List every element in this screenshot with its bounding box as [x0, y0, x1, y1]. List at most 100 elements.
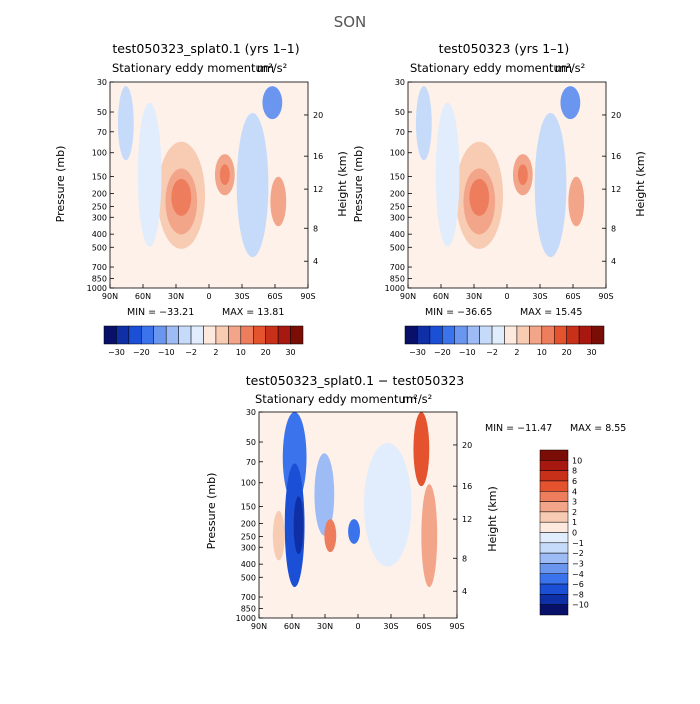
colorbar-swatch	[539, 449, 569, 461]
contour-region	[270, 176, 287, 227]
colorbar-swatch	[404, 325, 418, 345]
y-tick-label: 850	[92, 274, 107, 283]
colorbar-label: 30	[586, 348, 596, 357]
colorbar-swatch	[539, 542, 569, 554]
y-tick-label: 700	[390, 263, 405, 272]
colorbar-swatch	[203, 325, 217, 345]
x-tick-label: 60S	[416, 622, 431, 631]
x-tick-label: 30N	[168, 292, 184, 301]
colorbar-swatch	[566, 325, 580, 345]
colorbar-swatch	[539, 573, 569, 585]
y-tick-label: 150	[241, 503, 256, 512]
colorbar-swatch	[539, 480, 569, 492]
y-tick-label: 400	[241, 560, 256, 569]
colorbar-label: 10	[236, 348, 246, 357]
panel-2-ylabel: Pressure (mb)	[352, 146, 365, 223]
x-tick-label: 60N	[433, 292, 449, 301]
x-tick-label: 60S	[565, 292, 580, 301]
colorbar-swatch	[190, 325, 204, 345]
y-tick-label: 250	[92, 203, 107, 212]
y-tick-label: 250	[241, 533, 256, 542]
colorbar-swatch	[215, 325, 229, 345]
y-tick-label: 200	[241, 519, 256, 528]
panel-3: test050323_splat0.1 − test050323 Station…	[205, 373, 626, 631]
colorbar-label: −30	[108, 348, 125, 357]
x-tick-label: 0	[504, 292, 509, 301]
contour-region	[137, 102, 162, 247]
contour-region	[272, 510, 285, 561]
y-right-tick-label: 4	[462, 587, 467, 596]
y-right-tick-label: 16	[462, 482, 472, 491]
colorbar-swatch	[290, 325, 304, 345]
x-tick-label: 60N	[284, 622, 300, 631]
colorbar-label: −2	[486, 348, 498, 357]
y-tick-label: 300	[92, 213, 107, 222]
contour-region	[560, 86, 581, 120]
colorbar-swatch	[539, 460, 569, 471]
x-tick-label: 30S	[234, 292, 249, 301]
y-right-tick-label: 8	[313, 224, 318, 233]
x-tick-label: 0	[355, 622, 360, 631]
colorbar-swatch	[539, 532, 569, 544]
colorbar-swatch	[539, 511, 569, 523]
colorbar-swatch	[554, 325, 567, 345]
x-tick-label: 90N	[251, 622, 267, 631]
colorbar-label: 4	[572, 487, 577, 496]
panel-1-subtitle: Stationary eddy momentum	[112, 61, 274, 75]
colorbar-label: 20	[261, 348, 271, 357]
contour-region	[413, 412, 430, 487]
colorbar-swatch	[442, 325, 455, 345]
colorbar-swatch	[539, 501, 569, 513]
y-right-tick-label: 4	[313, 257, 318, 266]
contour-region	[219, 164, 230, 185]
colorbar-swatch	[178, 325, 192, 345]
panel-2-units: m²/s²	[555, 61, 585, 75]
contour-region	[314, 453, 335, 536]
contour-region	[568, 176, 585, 227]
colorbar-swatch	[240, 325, 254, 345]
y-right-tick-label: 16	[611, 152, 621, 161]
colorbar-label: 30	[285, 348, 295, 357]
colorbar-swatch	[539, 521, 569, 533]
colorbar-swatch	[541, 325, 555, 345]
y-tick-label: 400	[92, 230, 107, 239]
y-tick-label: 500	[390, 243, 405, 252]
y-tick-label: 500	[92, 243, 107, 252]
x-tick-label: 90N	[102, 292, 118, 301]
colorbar-label: −10	[572, 601, 589, 610]
x-tick-label: 30N	[317, 622, 333, 631]
panel-1: test050323_splat0.1 (yrs 1–1) Stationary…	[54, 41, 349, 357]
y-right-tick-label: 12	[313, 185, 323, 194]
colorbar-label: 2	[572, 508, 577, 517]
colorbar-swatch	[516, 325, 530, 345]
colorbar-label: −4	[572, 570, 584, 579]
y-tick-label: 70	[395, 128, 405, 137]
colorbar-label: 2	[213, 348, 218, 357]
y-tick-label: 300	[241, 543, 256, 552]
colorbar-label: −30	[409, 348, 426, 357]
y-tick-label: 300	[390, 213, 405, 222]
panel-1-min: MIN = −33.21	[127, 307, 194, 318]
colorbar-swatch	[454, 325, 468, 345]
y-tick-label: 250	[390, 203, 405, 212]
y-tick-label: 700	[92, 263, 107, 272]
y-tick-label: 30	[246, 408, 256, 417]
y-tick-label: 200	[390, 189, 405, 198]
panel-3-title: test050323_splat0.1 − test050323	[246, 373, 464, 388]
y-tick-label: 100	[92, 149, 107, 158]
panel-2-title: test050323 (yrs 1–1)	[439, 41, 570, 56]
colorbar-swatch	[141, 325, 154, 345]
panel-2-min: MIN = −36.65	[425, 307, 492, 318]
colorbar-label: −1	[572, 539, 584, 548]
colorbar-swatch	[504, 325, 518, 345]
colorbar-swatch	[591, 325, 605, 345]
y-right-tick-label: 12	[462, 515, 472, 524]
contour-region	[171, 178, 192, 216]
colorbar-swatch	[466, 325, 480, 345]
colorbar-label: 6	[572, 477, 577, 486]
colorbar-label: −10	[459, 348, 476, 357]
panel-3-max: MAX = 8.55	[570, 423, 626, 434]
colorbar-swatch	[529, 325, 543, 345]
y-tick-label: 200	[92, 189, 107, 198]
colorbar-swatch	[539, 604, 569, 616]
